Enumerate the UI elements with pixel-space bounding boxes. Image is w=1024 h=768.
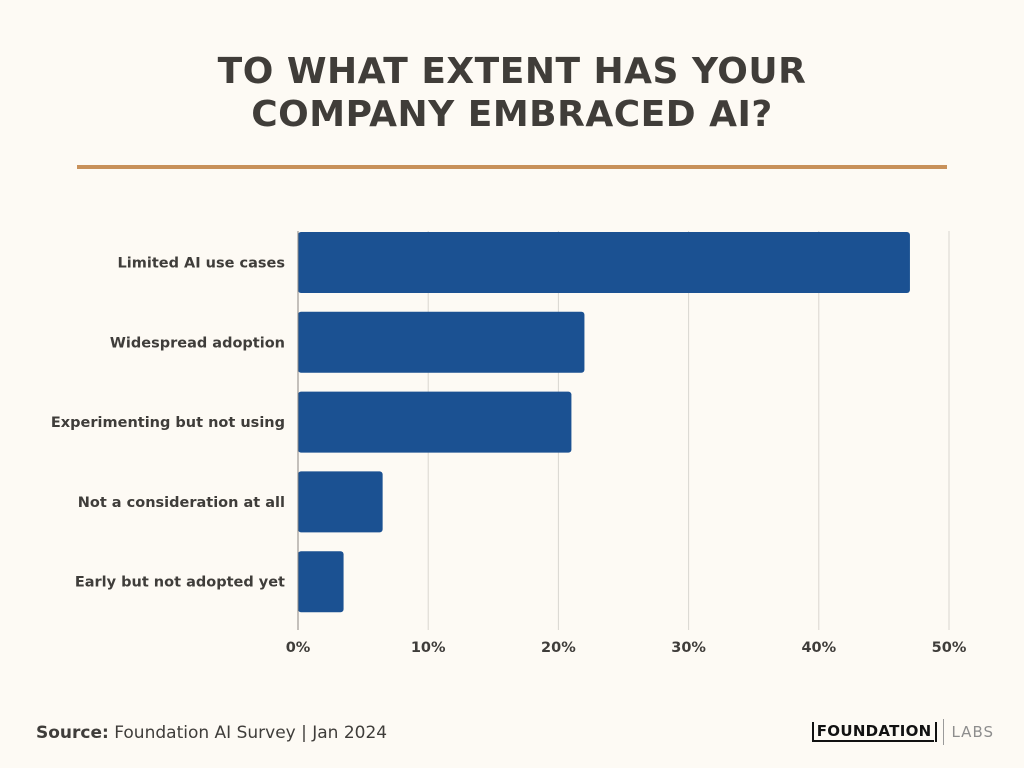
bar-4 xyxy=(298,551,344,613)
bar-chart: Limited AI use cases Widespread adoption E… xyxy=(51,231,967,656)
chart-title: TO WHAT EXTENT HAS YOUR COMPANY EMBRACED… xyxy=(0,50,1024,136)
x-tick-label-1: 10% xyxy=(411,640,446,656)
category-label-1: Widespread adoption xyxy=(110,335,285,351)
foundation-labs-logo: FOUNDATION LABS xyxy=(811,719,994,745)
category-label-2: Experimenting but not using xyxy=(51,415,285,431)
logo-separator xyxy=(943,719,945,745)
x-tick-label-3: 30% xyxy=(671,640,706,656)
source-note: Source: Foundation AI Survey | Jan 2024 xyxy=(36,723,387,743)
chart-title-line-2: COMPANY EMBRACED AI? xyxy=(251,94,773,135)
x-tick-label-4: 40% xyxy=(801,640,836,656)
category-label-0: Limited AI use cases xyxy=(118,256,285,272)
x-tick-label-5: 50% xyxy=(932,640,967,656)
logo-bracket xyxy=(935,722,938,742)
source-label: Source: xyxy=(36,723,109,743)
chart-title-line-1: TO WHAT EXTENT HAS YOUR xyxy=(217,51,807,92)
source-text: Foundation AI Survey | Jan 2024 xyxy=(108,723,388,743)
title-divider xyxy=(77,165,947,169)
bar-0 xyxy=(298,232,910,293)
bar-1 xyxy=(298,311,585,373)
x-tick-label-2: 20% xyxy=(541,640,576,656)
bar-2 xyxy=(298,391,572,453)
category-label-4: Early but not adopted yet xyxy=(75,575,285,591)
logo-labs-text: LABS xyxy=(951,723,994,741)
bar-3 xyxy=(298,471,383,533)
logo-wordmark: FOUNDATION xyxy=(811,722,935,742)
category-label-3: Not a consideration at all xyxy=(78,495,285,511)
x-tick-label-0: 0% xyxy=(286,640,311,656)
